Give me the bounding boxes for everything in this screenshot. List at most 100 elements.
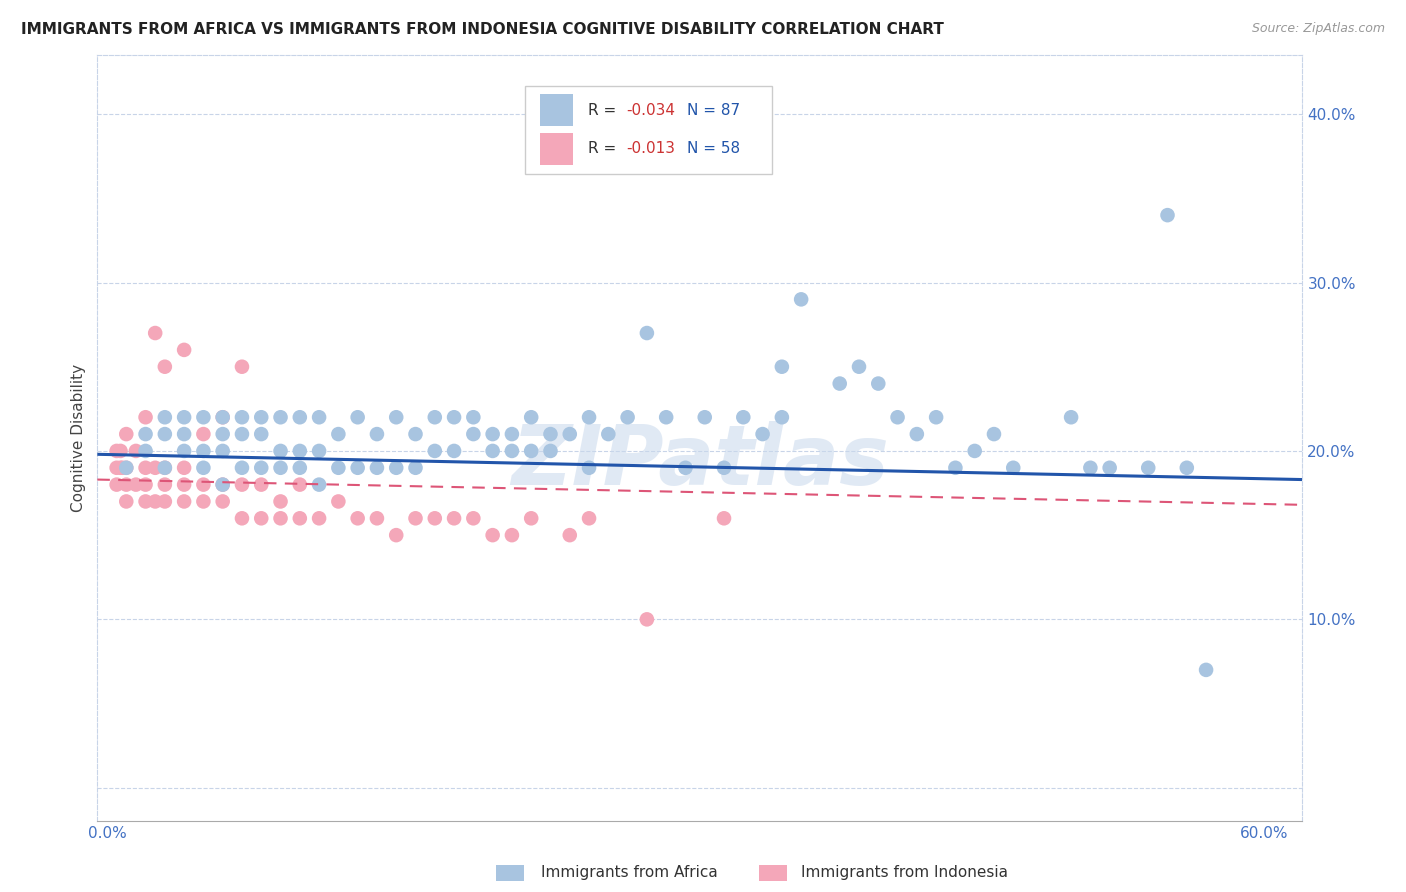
Point <box>173 427 195 442</box>
Point <box>211 427 233 442</box>
Point <box>288 410 311 425</box>
Point <box>423 444 446 458</box>
Point <box>231 460 253 475</box>
Point <box>540 427 562 442</box>
Point <box>405 460 427 475</box>
Text: ZIPatlas: ZIPatlas <box>510 421 889 502</box>
Point <box>751 427 773 442</box>
Point <box>423 511 446 525</box>
Point <box>655 410 678 425</box>
Point <box>270 444 292 458</box>
Point <box>558 427 581 442</box>
Point <box>1098 460 1121 475</box>
Text: R =: R = <box>588 103 621 118</box>
Point <box>366 427 388 442</box>
Point <box>135 410 157 425</box>
Text: N = 87: N = 87 <box>686 103 740 118</box>
Point <box>270 511 292 525</box>
Point <box>578 460 600 475</box>
Point <box>405 511 427 525</box>
Point <box>423 410 446 425</box>
Point <box>288 477 311 491</box>
Point <box>288 460 311 475</box>
Point <box>110 460 132 475</box>
Point <box>193 477 215 491</box>
Point <box>211 410 233 425</box>
Point <box>636 326 658 340</box>
Text: R =: R = <box>588 141 621 156</box>
Point <box>308 511 330 525</box>
Point <box>848 359 870 374</box>
Point <box>308 477 330 491</box>
Point <box>231 511 253 525</box>
Text: -0.034: -0.034 <box>627 103 675 118</box>
Point <box>733 410 755 425</box>
Point <box>886 410 908 425</box>
Point <box>135 477 157 491</box>
Point <box>173 494 195 508</box>
Point <box>443 444 465 458</box>
Point <box>153 460 176 475</box>
Point <box>105 460 128 475</box>
Point <box>308 410 330 425</box>
Point <box>143 494 166 508</box>
Point <box>135 444 157 458</box>
Point <box>125 444 148 458</box>
Point <box>713 511 735 525</box>
Point <box>366 460 388 475</box>
Point <box>481 444 503 458</box>
Point <box>115 494 138 508</box>
Point <box>346 460 368 475</box>
Point <box>231 477 253 491</box>
Point <box>153 494 176 508</box>
Point <box>135 494 157 508</box>
Point <box>443 511 465 525</box>
Point <box>193 494 215 508</box>
Point <box>675 460 697 475</box>
Point <box>173 477 195 491</box>
Point <box>770 410 793 425</box>
Point <box>385 410 408 425</box>
Point <box>231 410 253 425</box>
Point <box>1156 208 1178 222</box>
Point <box>945 460 967 475</box>
Point <box>463 427 485 442</box>
Point <box>105 444 128 458</box>
Point <box>143 326 166 340</box>
Point <box>405 427 427 442</box>
Point <box>115 427 138 442</box>
Point <box>328 427 350 442</box>
Point <box>983 427 1005 442</box>
Point <box>385 460 408 475</box>
Point <box>173 460 195 475</box>
Point <box>153 410 176 425</box>
Text: N = 58: N = 58 <box>686 141 740 156</box>
Point <box>135 427 157 442</box>
Text: Source: ZipAtlas.com: Source: ZipAtlas.com <box>1251 22 1385 36</box>
Point <box>636 612 658 626</box>
Point <box>1002 460 1025 475</box>
Text: -0.013: -0.013 <box>627 141 675 156</box>
Point <box>520 511 543 525</box>
Point <box>328 460 350 475</box>
Point <box>1080 460 1102 475</box>
Point <box>250 460 273 475</box>
Point <box>501 528 523 542</box>
Y-axis label: Cognitive Disability: Cognitive Disability <box>72 364 86 512</box>
Point <box>173 343 195 357</box>
Point <box>193 444 215 458</box>
Point <box>231 427 253 442</box>
Point <box>385 528 408 542</box>
Point <box>346 410 368 425</box>
Point <box>616 410 638 425</box>
Point <box>173 444 195 458</box>
Point <box>481 427 503 442</box>
Point <box>115 460 138 475</box>
Point <box>250 410 273 425</box>
Point <box>135 460 157 475</box>
Point <box>1060 410 1083 425</box>
Point <box>905 427 928 442</box>
FancyBboxPatch shape <box>526 86 772 174</box>
Text: IMMIGRANTS FROM AFRICA VS IMMIGRANTS FROM INDONESIA COGNITIVE DISABILITY CORRELA: IMMIGRANTS FROM AFRICA VS IMMIGRANTS FRO… <box>21 22 943 37</box>
Point <box>693 410 716 425</box>
